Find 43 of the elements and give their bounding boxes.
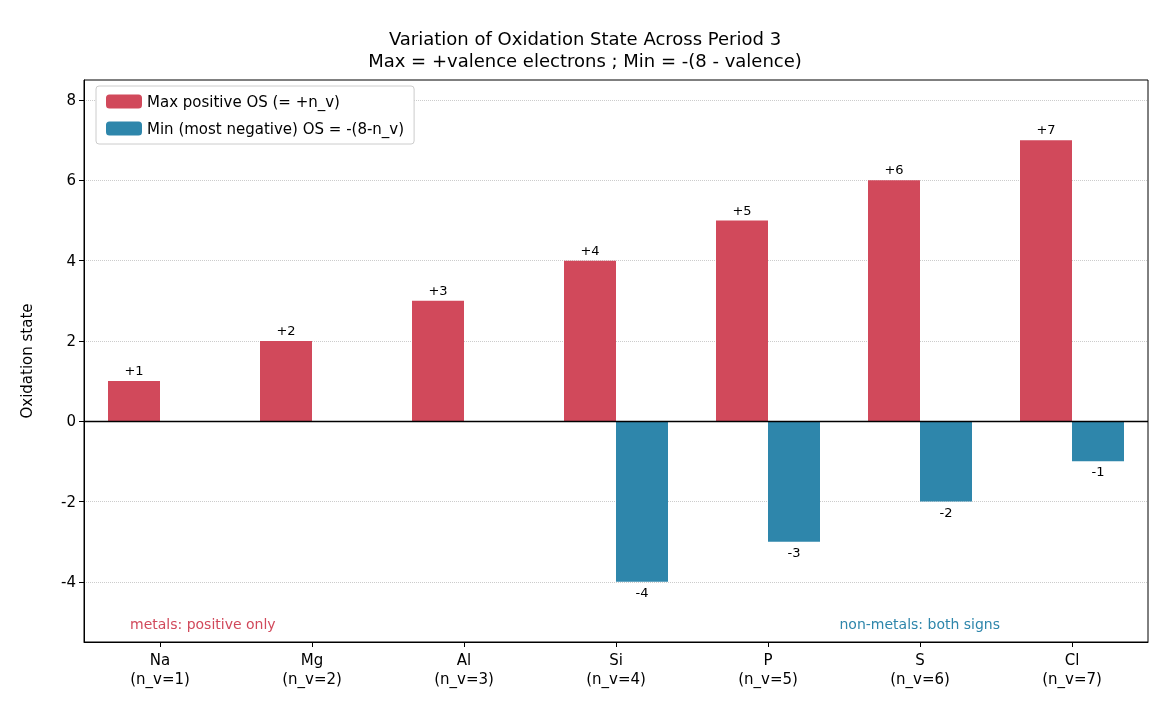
bar	[412, 300, 464, 422]
x-tick-label: Cl (n_v=7)	[1042, 650, 1102, 689]
x-tick-label: Mg (n_v=2)	[282, 650, 342, 689]
y-tick-label: -4	[61, 572, 76, 591]
annotation: non-metals: both signs	[839, 616, 1001, 632]
bar	[716, 220, 768, 422]
data-label: +4	[580, 242, 600, 258]
bar	[108, 381, 160, 422]
data-label: -1	[1091, 464, 1105, 480]
data-label: +6	[884, 162, 904, 178]
y-tick-label: 6	[66, 171, 76, 190]
bar	[1020, 140, 1072, 422]
legend-label: Max positive OS (= +n_v)	[147, 92, 340, 112]
bar	[868, 180, 920, 422]
x-tick-label: Al (n_v=3)	[434, 650, 494, 689]
data-label: +7	[1036, 122, 1056, 138]
bar	[920, 421, 972, 502]
y-tick-label: 0	[66, 412, 76, 431]
x-tick-label: Si (n_v=4)	[586, 650, 646, 689]
data-label: +3	[428, 282, 448, 298]
y-tick-label: 4	[66, 251, 76, 270]
x-tick-label: P (n_v=5)	[738, 650, 798, 689]
data-label: +1	[124, 363, 144, 379]
y-tick-label: 2	[66, 331, 76, 350]
data-label: -3	[787, 544, 801, 560]
bar	[260, 340, 312, 422]
y-tick-label: 8	[66, 91, 76, 110]
chart-subtitle: Max = +valence electrons ; Min = -(8 - valence)	[368, 49, 802, 71]
data-label: -4	[635, 584, 649, 600]
annotation: metals: positive only	[130, 616, 276, 632]
bar	[564, 260, 616, 422]
data-label: -2	[939, 504, 953, 520]
legend-label: Min (most negative) OS = -(8-n_v)	[147, 119, 405, 139]
bar	[1072, 421, 1124, 462]
y-axis-title: Oxidation state	[17, 303, 36, 419]
x-tick-label: S (n_v=6)	[890, 650, 950, 689]
bar	[616, 421, 668, 582]
y-tick-label: -2	[61, 492, 76, 511]
chart-title: Variation of Oxidation State Across Period 3	[388, 27, 782, 49]
x-tick-label: Na (n_v=1)	[130, 650, 190, 689]
data-label: +5	[732, 202, 752, 218]
data-label: +2	[276, 322, 296, 338]
bar	[768, 421, 820, 542]
